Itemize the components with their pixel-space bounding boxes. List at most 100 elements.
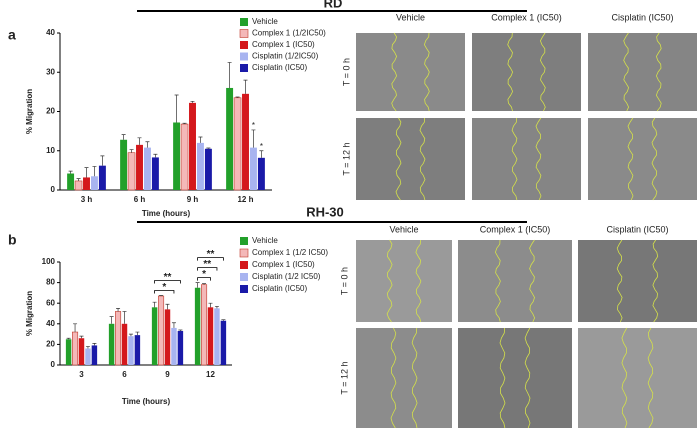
- bar: [249, 147, 257, 190]
- wound-edge: [621, 327, 628, 429]
- error-bar: [165, 303, 170, 310]
- error-bar: [235, 96, 240, 98]
- micrograph: [578, 328, 697, 428]
- error-bar: [198, 136, 203, 143]
- bar: [74, 180, 83, 191]
- y-tick-label: 0: [51, 185, 56, 194]
- error-bar: [85, 346, 90, 349]
- x-tick-label: 3: [79, 370, 84, 379]
- bar: [98, 165, 106, 190]
- micrograph: [578, 240, 697, 322]
- significance-bracket: [197, 257, 224, 261]
- error-bar: [76, 178, 81, 181]
- annotation: *: [252, 121, 255, 130]
- bar: [214, 308, 220, 365]
- legend-swatch: [240, 261, 248, 269]
- bar: [194, 287, 201, 365]
- image-row-label: T = 0 h: [339, 267, 349, 295]
- x-tick-label: 3 h: [81, 195, 93, 204]
- bar: [151, 307, 158, 365]
- x-tick-label: 9: [165, 370, 170, 379]
- significance-bracket: [154, 290, 175, 294]
- error-bar: [73, 323, 78, 333]
- wound-edge: [651, 117, 658, 201]
- wound-edge: [627, 117, 634, 201]
- error-bar: [190, 100, 195, 103]
- error-bar: [116, 308, 121, 312]
- wound-edge: [411, 327, 418, 429]
- significance-bracket: [197, 267, 218, 271]
- panel-heading: RD: [324, 0, 343, 10]
- bar: [242, 93, 249, 190]
- bar: [143, 147, 151, 190]
- x-tick-label: 9 h: [187, 195, 199, 204]
- bar: [257, 157, 265, 190]
- legend-swatch: [239, 248, 249, 258]
- bar: [173, 122, 181, 190]
- image-column-label: Vehicle: [396, 12, 425, 22]
- legend-swatch: [240, 273, 248, 281]
- error-bar: [214, 305, 219, 309]
- bar: [72, 331, 79, 366]
- legend-label: Complex 1 (1/2IC50): [252, 29, 326, 38]
- wound-edge: [419, 117, 426, 201]
- bar: [189, 102, 196, 190]
- bar: [180, 123, 189, 191]
- micrograph: [588, 118, 697, 200]
- wound-edge: [395, 117, 402, 201]
- image-row-label: T = 12 h: [339, 361, 349, 394]
- y-tick-label: 0: [51, 360, 56, 369]
- error-bar: [122, 311, 127, 324]
- wound-edge: [616, 239, 623, 323]
- bar: [90, 176, 98, 190]
- wound-edge: [391, 32, 398, 112]
- wound-edge: [494, 239, 501, 323]
- y-tick-label: 40: [46, 319, 55, 328]
- error-bar: [206, 147, 211, 149]
- micrograph: [356, 328, 452, 428]
- legend-swatch: [240, 52, 248, 61]
- bar: [83, 177, 90, 190]
- image-column-label: Cisplatin (IC50): [606, 224, 668, 234]
- legend-swatch: [240, 18, 248, 26]
- bar: [78, 338, 85, 365]
- image-row-label: T = 12 h: [341, 142, 351, 175]
- legend-label: Cisplatin (IC50): [252, 284, 307, 293]
- legend-label: Vehicle: [252, 17, 278, 26]
- error-bar: [171, 322, 176, 328]
- bar: [151, 157, 159, 190]
- significance-label: **: [207, 249, 215, 260]
- wound-edge: [539, 32, 546, 112]
- error-bar: [153, 153, 158, 158]
- panel-letter: a: [8, 27, 16, 43]
- legend-label: Complex 1 (IC50): [252, 40, 315, 49]
- micrograph: [458, 328, 572, 428]
- error-bar: [208, 302, 213, 308]
- wound-edge: [423, 32, 430, 112]
- bar: [136, 144, 143, 190]
- error-bar: [109, 316, 114, 324]
- wound-edge: [652, 239, 659, 323]
- y-tick-label: 60: [46, 298, 55, 307]
- error-bar: [92, 343, 97, 346]
- bar: [128, 336, 134, 365]
- image-column-label: Complex 1 (IC50): [480, 224, 551, 234]
- wound-edge: [529, 239, 536, 323]
- wound-edge: [507, 32, 514, 112]
- bar: [120, 139, 128, 190]
- error-bar: [195, 282, 200, 288]
- micrograph: [356, 118, 465, 200]
- error-bar: [227, 62, 232, 88]
- panel-letter: b: [8, 232, 17, 248]
- error-bar: [251, 129, 256, 148]
- x-tick-label: 6: [122, 370, 127, 379]
- wound-edge: [415, 239, 422, 323]
- bar: [226, 87, 234, 190]
- micrograph: [472, 118, 581, 200]
- error-bar: [202, 283, 207, 285]
- error-bar: [129, 149, 134, 153]
- significance-label: **: [203, 259, 211, 270]
- legend-label: Cisplatin (IC50): [252, 63, 307, 72]
- error-bar: [68, 170, 73, 174]
